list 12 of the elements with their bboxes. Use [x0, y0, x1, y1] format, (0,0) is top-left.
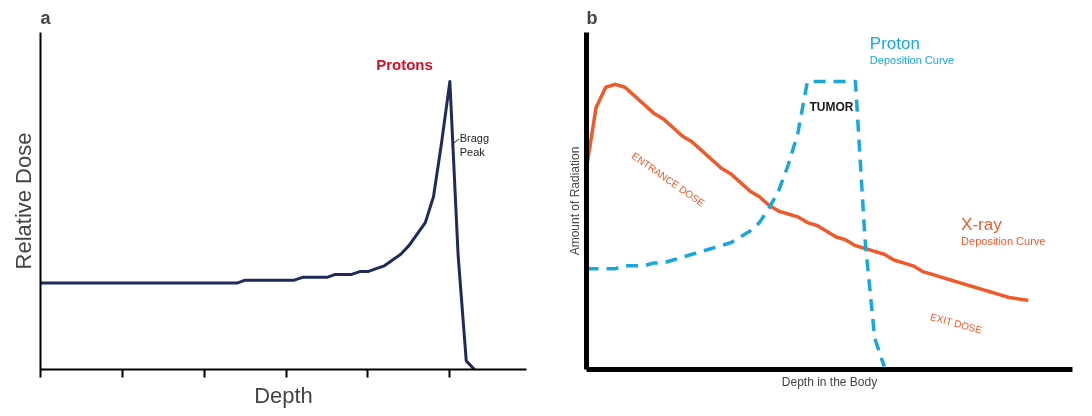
chart-title: a — [40, 7, 52, 28]
series-label: Proton Deposition Curve — [869, 33, 955, 66]
annotation: TUMOR — [809, 100, 854, 115]
y-axis-title: Amount of Radiation — [567, 146, 582, 256]
annotation: EXIT DOSE — [929, 311, 984, 336]
x-axis-title: Depth in the Body — [781, 374, 878, 389]
annotation: Bragg Peak — [459, 131, 490, 159]
series-label: Protons — [376, 55, 433, 73]
y-axis-title: Relative Dose — [10, 132, 36, 270]
chart-title: b — [586, 7, 598, 28]
x-axis-title: Depth — [254, 382, 313, 408]
text: X-ray Deposition Curve — [961, 215, 1046, 248]
